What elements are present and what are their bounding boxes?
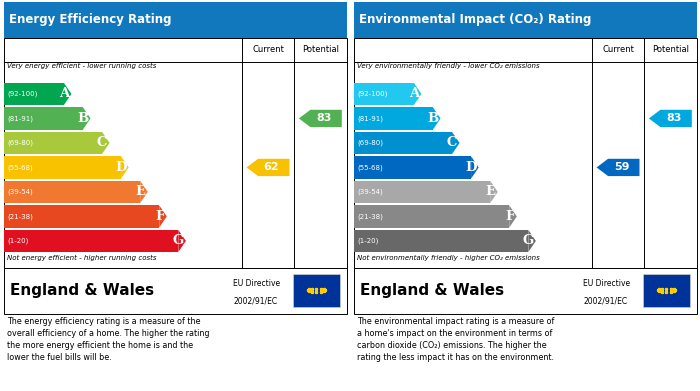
FancyBboxPatch shape — [4, 2, 346, 38]
Text: (21-38): (21-38) — [8, 213, 34, 220]
Text: A: A — [59, 88, 69, 100]
Polygon shape — [490, 181, 498, 203]
FancyBboxPatch shape — [354, 38, 696, 268]
FancyBboxPatch shape — [354, 83, 414, 105]
Polygon shape — [140, 181, 148, 203]
Polygon shape — [83, 108, 90, 129]
FancyBboxPatch shape — [293, 274, 340, 307]
FancyBboxPatch shape — [4, 268, 346, 314]
Polygon shape — [452, 132, 460, 154]
Text: (92-100): (92-100) — [8, 91, 38, 97]
Text: (69-80): (69-80) — [8, 140, 34, 146]
Text: C: C — [97, 136, 107, 149]
FancyBboxPatch shape — [354, 132, 452, 154]
Text: England & Wales: England & Wales — [360, 283, 505, 298]
FancyBboxPatch shape — [354, 181, 490, 203]
Text: F: F — [505, 210, 514, 223]
Text: EU Directive: EU Directive — [233, 280, 281, 289]
FancyBboxPatch shape — [643, 274, 690, 307]
Text: (39-54): (39-54) — [8, 189, 34, 195]
Polygon shape — [528, 230, 536, 252]
Text: A: A — [409, 88, 419, 100]
Text: (92-100): (92-100) — [358, 91, 388, 97]
Text: E: E — [486, 185, 496, 199]
Text: (1-20): (1-20) — [358, 238, 379, 244]
Polygon shape — [596, 159, 640, 176]
Text: F: F — [155, 210, 164, 223]
FancyBboxPatch shape — [354, 156, 471, 179]
Text: 83: 83 — [666, 113, 682, 124]
Text: 83: 83 — [316, 113, 332, 124]
Text: C: C — [447, 136, 457, 149]
Text: Not energy efficient - higher running costs: Not energy efficient - higher running co… — [7, 255, 156, 261]
FancyBboxPatch shape — [4, 38, 346, 268]
FancyBboxPatch shape — [354, 230, 528, 252]
Polygon shape — [178, 230, 186, 252]
Text: G: G — [172, 235, 183, 248]
Text: (81-91): (81-91) — [358, 115, 384, 122]
Text: 59: 59 — [614, 162, 629, 172]
FancyBboxPatch shape — [354, 2, 696, 38]
Polygon shape — [471, 156, 479, 179]
Text: (1-20): (1-20) — [8, 238, 29, 244]
Text: Energy Efficiency Rating: Energy Efficiency Rating — [8, 13, 171, 26]
FancyBboxPatch shape — [4, 205, 159, 228]
Polygon shape — [121, 156, 129, 179]
Text: Current: Current — [602, 45, 634, 54]
Text: G: G — [522, 235, 533, 248]
Text: 2002/91/EC: 2002/91/EC — [583, 296, 627, 305]
Text: 2002/91/EC: 2002/91/EC — [233, 296, 277, 305]
Text: (81-91): (81-91) — [8, 115, 34, 122]
Text: Very environmentally friendly - lower CO₂ emissions: Very environmentally friendly - lower CO… — [357, 63, 540, 69]
Polygon shape — [102, 132, 110, 154]
Text: Current: Current — [252, 45, 284, 54]
Text: E: E — [136, 185, 146, 199]
FancyBboxPatch shape — [354, 108, 433, 129]
Text: (21-38): (21-38) — [358, 213, 384, 220]
Text: B: B — [427, 112, 438, 125]
Text: Potential: Potential — [652, 45, 689, 54]
FancyBboxPatch shape — [354, 268, 696, 314]
Text: EU Directive: EU Directive — [583, 280, 631, 289]
Text: Environmental Impact (CO₂) Rating: Environmental Impact (CO₂) Rating — [358, 13, 591, 26]
Polygon shape — [649, 110, 692, 127]
Text: D: D — [115, 161, 127, 174]
FancyBboxPatch shape — [4, 230, 178, 252]
Polygon shape — [64, 83, 71, 105]
FancyBboxPatch shape — [4, 132, 102, 154]
Text: (39-54): (39-54) — [358, 189, 384, 195]
FancyBboxPatch shape — [4, 108, 83, 129]
Text: England & Wales: England & Wales — [10, 283, 155, 298]
Text: (55-68): (55-68) — [8, 164, 34, 171]
Polygon shape — [159, 205, 167, 228]
Polygon shape — [414, 83, 421, 105]
Text: (69-80): (69-80) — [358, 140, 384, 146]
Polygon shape — [299, 110, 342, 127]
Text: The energy efficiency rating is a measure of the
overall efficiency of a home. T: The energy efficiency rating is a measur… — [7, 317, 209, 362]
Polygon shape — [433, 108, 440, 129]
Text: (55-68): (55-68) — [358, 164, 384, 171]
Polygon shape — [246, 159, 290, 176]
Text: D: D — [465, 161, 477, 174]
Text: B: B — [77, 112, 88, 125]
Text: Not environmentally friendly - higher CO₂ emissions: Not environmentally friendly - higher CO… — [357, 255, 540, 261]
Polygon shape — [509, 205, 517, 228]
FancyBboxPatch shape — [4, 156, 121, 179]
Text: Very energy efficient - lower running costs: Very energy efficient - lower running co… — [7, 63, 156, 69]
FancyBboxPatch shape — [4, 83, 64, 105]
FancyBboxPatch shape — [354, 205, 509, 228]
Text: The environmental impact rating is a measure of
a home's impact on the environme: The environmental impact rating is a mea… — [357, 317, 554, 362]
FancyBboxPatch shape — [4, 181, 140, 203]
Text: 62: 62 — [264, 162, 279, 172]
Text: Potential: Potential — [302, 45, 339, 54]
